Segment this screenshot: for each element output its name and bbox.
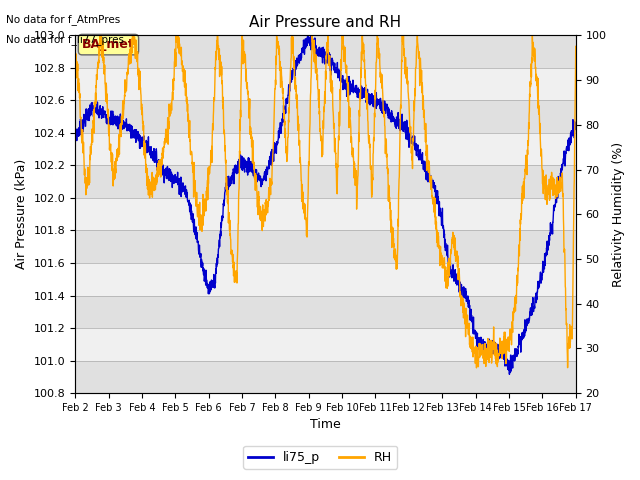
Bar (75, 230, 576, 263)
Text: No data for f_AtmPres: No data for f_AtmPres (6, 14, 121, 25)
Bar (75, 296, 576, 328)
Bar (75, 166, 576, 198)
Legend: li75_p, RH: li75_p, RH (243, 446, 397, 469)
Y-axis label: Air Pressure (kPa): Air Pressure (kPa) (15, 159, 28, 269)
Bar (75, 198, 576, 230)
Bar (75, 36, 576, 68)
Bar (75, 133, 576, 166)
Text: BA_met: BA_met (82, 38, 135, 51)
Bar (75, 68, 576, 100)
Bar (75, 360, 576, 393)
X-axis label: Time: Time (310, 419, 341, 432)
Y-axis label: Relativity Humidity (%): Relativity Humidity (%) (612, 142, 625, 287)
Bar (75, 100, 576, 133)
Title: Air Pressure and RH: Air Pressure and RH (250, 15, 401, 30)
Bar (75, 328, 576, 360)
Bar (75, 263, 576, 296)
Text: No data for f_li77_pres: No data for f_li77_pres (6, 34, 124, 45)
